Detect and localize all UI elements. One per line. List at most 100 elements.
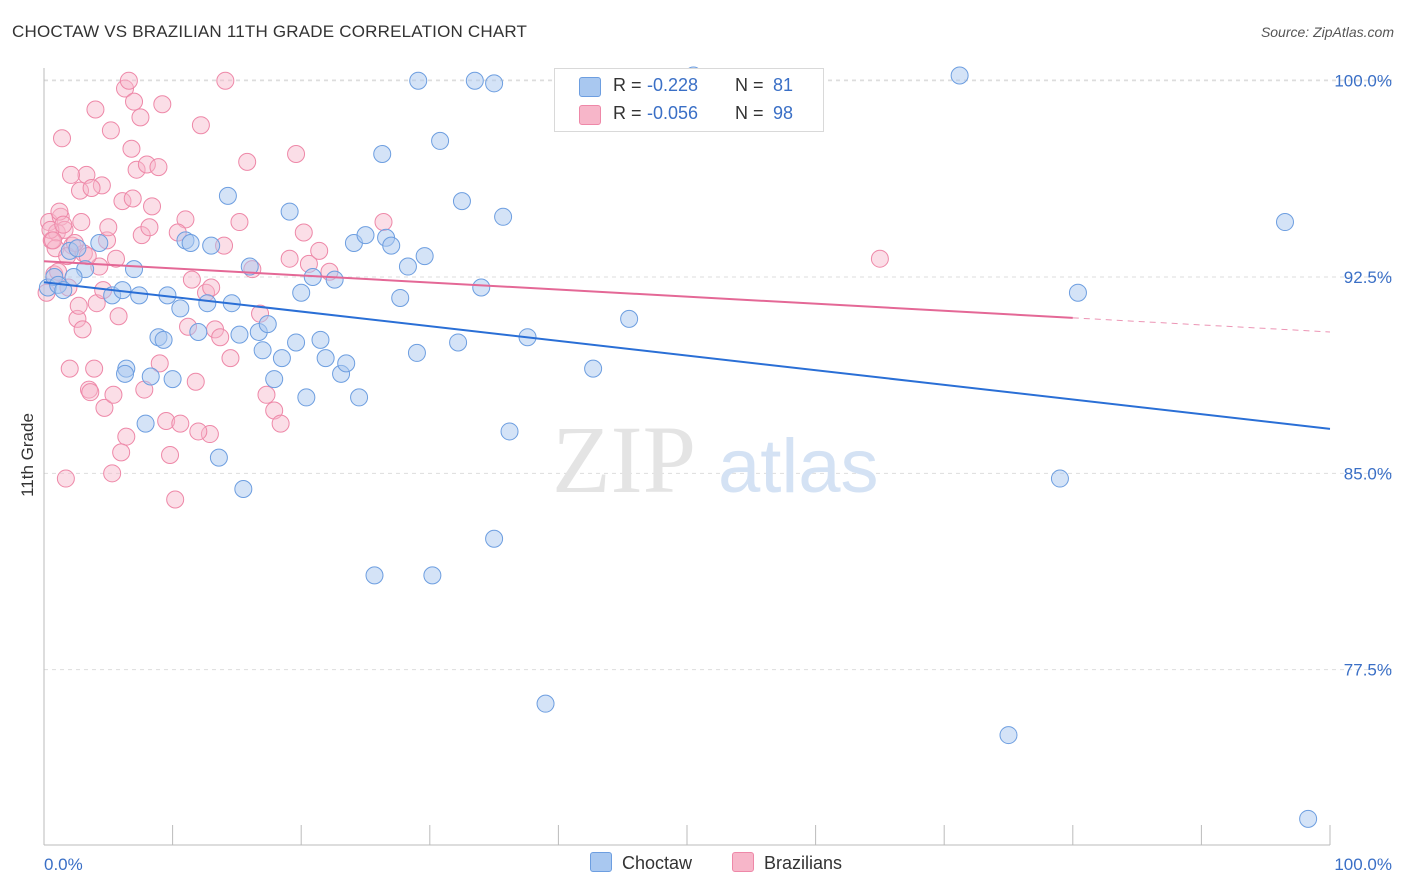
brazilians-point xyxy=(103,464,122,483)
choctaw-point xyxy=(141,367,160,386)
brazilians-point xyxy=(157,411,176,430)
brazilians-point xyxy=(221,349,240,368)
brazilians-point xyxy=(189,422,208,441)
brazilians-point xyxy=(137,155,156,174)
choctaw-point xyxy=(292,283,311,302)
brazilians-point xyxy=(131,108,150,127)
brazilians-point xyxy=(265,401,284,420)
y-tick-label: 92.5% xyxy=(1344,268,1392,287)
n-value: 98 xyxy=(773,103,794,123)
brazilians-trend-line xyxy=(43,260,1073,319)
brazilians-point xyxy=(280,249,299,268)
brazilians-point xyxy=(104,385,123,404)
brazilians-point xyxy=(56,469,75,488)
brazilians-point xyxy=(191,116,210,135)
brazilians-point xyxy=(230,213,249,232)
brazilians-point xyxy=(109,307,128,326)
choctaw-trend-line xyxy=(43,281,1331,430)
brazilians-point xyxy=(153,95,172,114)
brazilians-point xyxy=(182,270,201,289)
choctaw-point xyxy=(230,325,249,344)
r-value: -0.056 xyxy=(647,103,699,123)
legend-label-brazilians: Brazilians xyxy=(764,853,843,873)
brazilians-point xyxy=(112,443,131,462)
brazilians-point xyxy=(73,320,92,339)
n-label: N = xyxy=(735,103,764,123)
y-tick-label: 77.5% xyxy=(1344,661,1392,680)
y-tick-label: 85.0% xyxy=(1344,464,1392,483)
y-tick-label: 100.0% xyxy=(1334,72,1392,91)
choctaw-point xyxy=(181,233,200,252)
brazilians-point xyxy=(127,160,146,179)
brazilians-point xyxy=(257,385,276,404)
brazilians-point xyxy=(99,218,118,237)
choctaw-point xyxy=(415,247,434,266)
choctaw-point xyxy=(1068,283,1087,302)
choctaw-point xyxy=(209,448,228,467)
r-value: -0.228 xyxy=(647,75,699,95)
choctaw-point xyxy=(485,74,504,93)
brazilians-point xyxy=(149,158,168,177)
choctaw-point xyxy=(382,236,401,255)
brazilians-point xyxy=(870,249,889,268)
brazilians-point xyxy=(101,121,120,140)
brazilians-point xyxy=(53,129,72,148)
choctaw-point xyxy=(1299,809,1318,828)
choctaw-points xyxy=(38,66,1318,828)
brazilians-point xyxy=(117,427,136,446)
choctaw-point xyxy=(125,260,144,279)
choctaw-point xyxy=(287,333,306,352)
brazilians-swatch xyxy=(579,105,601,125)
choctaw-point xyxy=(1050,469,1069,488)
choctaw-point xyxy=(202,236,221,255)
choctaw-point xyxy=(116,364,135,383)
brazilians-point xyxy=(122,139,141,158)
choctaw-point xyxy=(297,388,316,407)
brazilians-point xyxy=(310,241,329,260)
choctaw-point xyxy=(240,257,259,276)
r-label: R = xyxy=(613,75,642,95)
choctaw-point xyxy=(325,270,344,289)
brazilians-point xyxy=(140,218,159,237)
choctaw-point xyxy=(465,71,484,90)
brazilians-trend-extension xyxy=(1072,317,1331,333)
source-label: Source: ZipAtlas.com xyxy=(1260,24,1394,40)
choctaw-point xyxy=(258,315,277,334)
choctaw-point xyxy=(265,370,284,389)
choctaw-point xyxy=(950,66,969,85)
brazilians-point xyxy=(123,189,142,208)
brazilians-point xyxy=(132,226,151,245)
watermark: ZIP atlas xyxy=(552,406,879,513)
choctaw-point xyxy=(136,414,155,433)
brazilians-point xyxy=(95,398,114,417)
choctaw-point xyxy=(171,299,190,318)
choctaw-point xyxy=(64,268,83,287)
brazilians-point xyxy=(82,179,101,198)
n-value: 81 xyxy=(773,75,794,95)
brazilians-point xyxy=(211,328,230,347)
brazilians-point xyxy=(171,414,190,433)
brazilians-points xyxy=(37,71,889,509)
brazilians-point xyxy=(69,296,88,315)
brazilians-point xyxy=(107,249,126,268)
choctaw-point xyxy=(536,694,555,713)
brazilians-point xyxy=(374,213,393,232)
choctaw-point xyxy=(365,566,384,585)
brazilians-point xyxy=(202,278,221,297)
brazilians-point xyxy=(186,372,205,391)
choctaw-point xyxy=(431,131,450,150)
brazilians-point xyxy=(125,92,144,111)
choctaw-point xyxy=(189,322,208,341)
choctaw-swatch xyxy=(579,77,601,97)
choctaw-point xyxy=(999,726,1018,745)
brazilians-point xyxy=(294,223,313,242)
choctaw-point xyxy=(452,192,471,211)
choctaw-point xyxy=(373,144,392,163)
brazilians-point xyxy=(166,490,185,509)
choctaw-point xyxy=(130,286,149,305)
choctaw-point xyxy=(154,330,173,349)
brazilians-point xyxy=(143,197,162,216)
choctaw-point xyxy=(337,354,356,373)
n-label: N = xyxy=(735,75,764,95)
choctaw-point xyxy=(500,422,519,441)
